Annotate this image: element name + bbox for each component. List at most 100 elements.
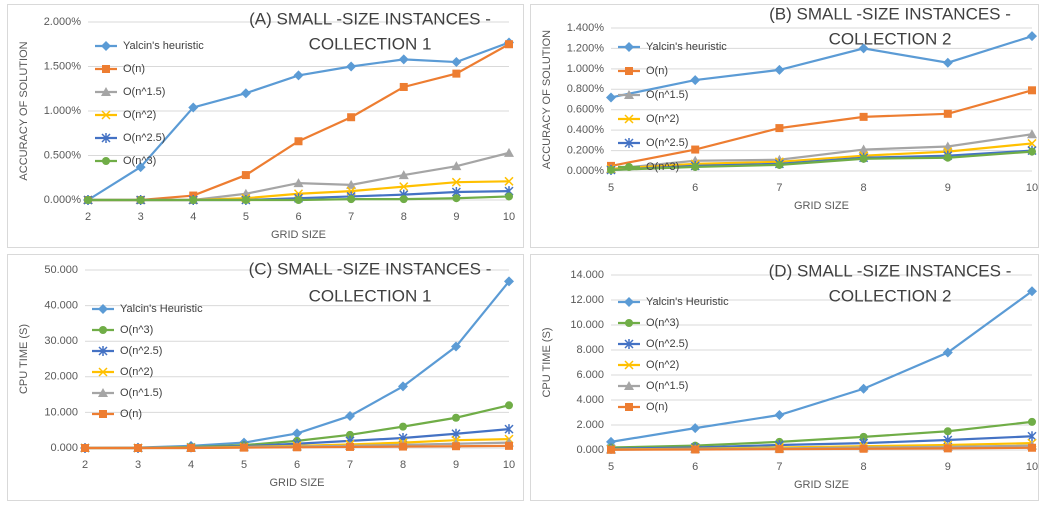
series-line bbox=[610, 420, 1033, 449]
y-tick-label: 30.000 bbox=[44, 335, 78, 347]
x-tick-label: 8 bbox=[401, 211, 407, 223]
legend-marker bbox=[98, 304, 108, 314]
legend-label: O(n^2.5) bbox=[646, 137, 688, 149]
y-tick-label: 0.600% bbox=[567, 104, 605, 116]
x-tick-label: 5 bbox=[243, 211, 249, 223]
y-tick-label: 0.200% bbox=[567, 144, 605, 156]
data-point bbox=[346, 430, 354, 439]
data-point bbox=[859, 432, 868, 441]
data-point bbox=[859, 444, 868, 453]
data-point bbox=[1027, 31, 1037, 42]
series-line bbox=[88, 43, 510, 202]
legend-marker bbox=[624, 42, 634, 52]
legend-label: O(n) bbox=[646, 65, 668, 77]
x-tick-label: 8 bbox=[861, 182, 867, 194]
data-point bbox=[451, 177, 461, 187]
legend-label: O(n^3) bbox=[646, 317, 679, 329]
legend-label: O(n^3) bbox=[646, 161, 679, 173]
x-tick-label: 10 bbox=[1026, 461, 1038, 473]
data-point bbox=[399, 442, 407, 451]
data-point bbox=[1028, 417, 1036, 426]
data-point bbox=[504, 276, 514, 287]
data-point bbox=[452, 69, 461, 78]
data-point bbox=[241, 171, 250, 180]
y-tick-label: 20.000 bbox=[44, 371, 78, 383]
y-tick-label: 12.000 bbox=[570, 294, 604, 306]
data-point bbox=[606, 92, 616, 103]
legend-marker bbox=[101, 110, 111, 120]
legend-label: O(n) bbox=[120, 408, 142, 420]
data-point bbox=[294, 137, 303, 146]
data-point bbox=[858, 144, 869, 154]
legend-marker bbox=[102, 65, 110, 73]
y-tick-label: 0.000% bbox=[567, 165, 605, 177]
x-tick-label: 7 bbox=[776, 461, 782, 473]
data-point bbox=[858, 43, 869, 54]
y-tick-label: 1.200% bbox=[567, 42, 605, 54]
chart-title: (A) SMALL -SIZE INSTANCES - bbox=[249, 9, 491, 28]
data-point bbox=[294, 196, 303, 204]
data-point bbox=[134, 444, 142, 452]
chart-title: (D) SMALL -SIZE INSTANCES - bbox=[769, 261, 1012, 280]
chart-title: COLLECTION 1 bbox=[309, 286, 432, 305]
chart-title: (B) SMALL -SIZE INSTANCES - bbox=[769, 4, 1011, 23]
y-tick-label: 50.000 bbox=[44, 264, 78, 276]
y-axis-title: ACCURACY OF SOLUTION bbox=[18, 41, 30, 180]
panel-border bbox=[530, 254, 1039, 501]
legend-marker bbox=[624, 90, 634, 99]
data-point bbox=[607, 165, 615, 174]
legend-marker bbox=[98, 388, 108, 397]
y-tick-label: 0.000 bbox=[50, 442, 78, 454]
x-tick-label: 9 bbox=[945, 461, 951, 473]
chart-title: COLLECTION 2 bbox=[829, 286, 952, 305]
data-point bbox=[774, 410, 785, 420]
y-tick-label: 1.000% bbox=[567, 63, 605, 75]
legend-marker bbox=[98, 367, 108, 377]
legend-label: O(n^2.5) bbox=[646, 338, 688, 350]
legend-marker bbox=[101, 133, 111, 143]
legend-label: O(n) bbox=[123, 63, 145, 75]
legend-label: O(n^1.5) bbox=[646, 380, 688, 392]
data-point bbox=[136, 196, 145, 204]
data-point bbox=[451, 57, 462, 68]
x-axis-title: GRID SIZE bbox=[269, 477, 324, 489]
legend-label: O(n^3) bbox=[120, 324, 153, 336]
legend-label: Yalcin's Heuristic bbox=[646, 296, 729, 308]
legend-label: O(n^2) bbox=[646, 359, 679, 371]
legend-marker bbox=[102, 157, 110, 165]
data-point bbox=[84, 196, 92, 204]
series-line bbox=[610, 446, 1033, 451]
legend-label: O(n^2.5) bbox=[120, 345, 162, 357]
x-tick-label: 4 bbox=[190, 211, 196, 223]
legend-label: Yalcin's Heuristic bbox=[120, 303, 203, 315]
data-point bbox=[943, 444, 952, 453]
data-point bbox=[505, 441, 513, 450]
data-point bbox=[943, 109, 952, 118]
data-point bbox=[690, 423, 701, 434]
data-point bbox=[399, 195, 408, 204]
data-point bbox=[452, 413, 460, 422]
x-tick-label: 3 bbox=[138, 211, 144, 223]
x-tick-label: 6 bbox=[295, 211, 301, 223]
data-point bbox=[347, 195, 356, 204]
x-axis-title: GRID SIZE bbox=[794, 200, 849, 212]
legend-marker bbox=[625, 67, 633, 75]
data-point bbox=[241, 196, 250, 204]
y-axis-title: CPU TIME (S) bbox=[541, 327, 553, 397]
data-point bbox=[774, 64, 785, 75]
data-point bbox=[775, 160, 784, 169]
legend-label: O(n^2) bbox=[646, 113, 679, 125]
x-tick-label: 4 bbox=[188, 459, 194, 471]
legend-marker bbox=[624, 360, 634, 370]
data-point bbox=[1028, 443, 1036, 452]
data-point bbox=[1027, 129, 1037, 139]
data-point bbox=[691, 145, 700, 154]
x-tick-label: 6 bbox=[294, 459, 300, 471]
x-tick-label: 8 bbox=[400, 459, 406, 471]
series-line bbox=[610, 35, 1033, 99]
x-tick-label: 10 bbox=[503, 459, 515, 471]
x-tick-label: 5 bbox=[241, 459, 247, 471]
legend-marker bbox=[625, 319, 633, 327]
data-point bbox=[81, 444, 89, 452]
